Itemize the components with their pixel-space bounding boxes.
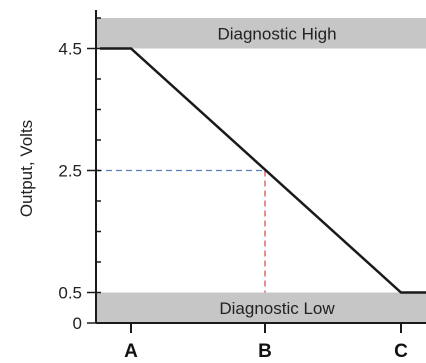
- y-tick-label: 0.5: [58, 284, 82, 303]
- y-tick-label: 4.5: [58, 40, 82, 59]
- labels-layer: Diagnostic High Diagnostic Low 0 0.5 2.5 4.5 A…: [17, 24, 408, 362]
- reference-lines-layer: [96, 169, 266, 293]
- x-tick-label: A: [124, 341, 138, 362]
- diagnostic-low-band-label: Diagnostic Low: [219, 299, 335, 318]
- x-tick-label: C: [394, 341, 408, 362]
- diagnostic-high-band: [97, 18, 426, 49]
- x-tick-label: B: [258, 341, 272, 362]
- y-axis-label: Output, Volts: [17, 120, 36, 217]
- y-tick-label: 0: [73, 314, 82, 333]
- diagnostic-high-band-label: Diagnostic High: [217, 24, 336, 43]
- axes-layer: [87, 10, 426, 333]
- diagnostic-low-band: [97, 292, 426, 323]
- y-tick-label: 2.5: [58, 162, 82, 181]
- output-line: [100, 47, 426, 294]
- bands-layer: [97, 18, 426, 323]
